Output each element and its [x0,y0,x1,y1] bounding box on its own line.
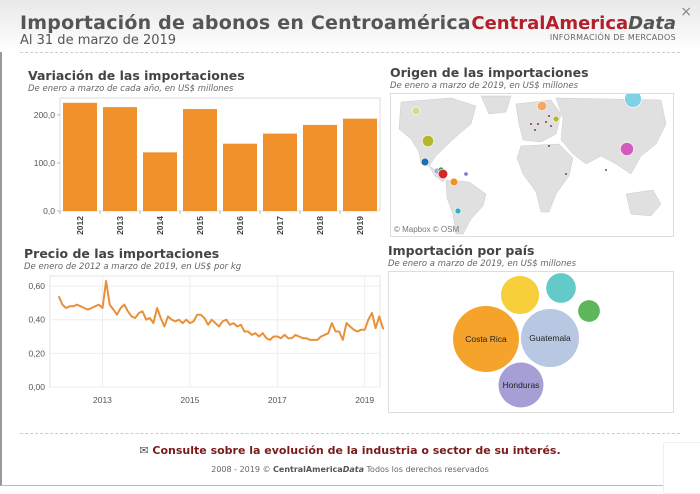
footer-divider [20,433,680,434]
bar [303,125,337,211]
map-point-small [565,173,567,175]
y-tick-label: 0,00 [28,382,45,392]
x-tick-label: 2015 [195,216,205,235]
y-tick-label: 200,0 [34,110,56,120]
x-tick-label: 2018 [315,216,325,235]
line-chart-svg: 0,00 0,20 0,40 0,60 2013 2015 2017 2019 [20,274,384,414]
x-tick-label: 2014 [155,216,165,235]
y-tick-label: 0,20 [28,348,45,358]
envelope-icon: ✉ [139,444,148,457]
brand-main: CentralAmerica [471,13,628,34]
y-tick-label: 0,40 [28,315,45,325]
map-point [464,172,468,176]
bar [343,119,377,211]
variation-title: Variación de las importaciones [28,68,245,83]
map-point [537,101,547,111]
origin-map[interactable]: © Mapbox © OSM [390,93,674,237]
bar [63,103,97,211]
price-subtitle: De enero de 2012 a marzo de 2019, en US$… [24,262,241,272]
map-point [553,116,559,122]
bubble-label: Honduras [503,380,540,390]
line-chart: 0,00 0,20 0,40 0,60 2013 2015 2017 2019 [20,274,384,414]
x-tick-label: 2013 [93,395,112,405]
map-point [438,169,448,179]
map-point [450,178,458,186]
corner-widget[interactable] [663,442,700,494]
map-point [620,142,633,155]
origin-subtitle: De enero a marzo de 2019, en US$ millone… [390,81,578,91]
copyright-suffix: Todos los derechos reservados [367,465,489,474]
map-point-small [548,145,550,147]
bubble-label: Costa Rica [465,334,507,344]
bubble [501,276,539,314]
map-point-small [605,169,607,171]
x-tick-label: 2015 [180,395,199,405]
origin-title: Origen de las importaciones [390,65,589,80]
map-point-small [550,125,552,127]
by-country-subtitle: De enero a marzo de 2019, en US$ millone… [388,259,576,269]
bar [143,152,177,211]
close-icon[interactable]: × [680,4,692,20]
x-tick-label: 2019 [355,216,365,235]
price-line [59,281,384,340]
map-point-small [537,123,539,125]
header: Importación de abonos en Centroamérica A… [0,0,700,52]
x-tick-label: 2016 [235,216,245,235]
copyright-brand-italic: Data [343,465,364,474]
variation-subtitle: De enero a marzo de cada año, en US$ mil… [28,84,233,94]
land-australia [626,190,661,216]
contact-link-text[interactable]: Consulte sobre la evolución de la indust… [152,444,560,457]
bubble [578,300,600,322]
bubble-chart: Costa Rica Guatemala Honduras [388,271,674,413]
x-tick-label: 2012 [75,216,85,235]
header-divider [20,52,680,53]
land-africa [517,144,573,212]
bar [263,134,297,211]
map-point-small [530,123,532,125]
y-tick-label: 100,0 [34,158,56,168]
bar [223,144,257,211]
origin-map-svg[interactable] [391,94,673,236]
map-point [422,135,433,146]
bar-chart: 0,0 100,0 200,0 2012 2013 2014 2015 2016 2017 201… [24,96,384,244]
brand-tagline: INFORMACIÓN DE MERCADOS [550,33,676,42]
x-tick-label: 2019 [355,395,374,405]
bubble-label: Guatemala [529,333,571,343]
x-tick-label: 2017 [275,216,285,235]
x-tick-label: 2013 [115,216,125,235]
price-title: Precio de las importaciones [24,246,219,261]
land-greenland [481,96,511,114]
page-title: Importación de abonos en Centroamérica [20,12,471,34]
by-country-title: Importación por país [388,243,534,258]
bubble-chart-svg: Costa Rica Guatemala Honduras [389,272,673,412]
bar [183,109,217,211]
contact-link[interactable]: ✉ Consulte sobre la evolución de la indu… [0,444,700,457]
map-attribution[interactable]: © Mapbox © OSM [394,225,459,234]
y-tick-label: 0,60 [28,281,45,291]
map-point [455,208,461,214]
map-point [421,158,429,166]
copyright-prefix: 2008 - 2019 © [211,465,270,474]
brand-logo[interactable]: CentralAmericaData [471,13,676,34]
bubble [546,273,576,303]
bar-chart-svg: 0,0 100,0 200,0 2012 2013 2014 2015 2016 2017 201… [24,96,384,244]
brand-italic: Data [628,13,676,34]
map-point [412,107,420,115]
copyright-brand: CentralAmerica [273,465,343,474]
y-tick-label: 0,0 [43,206,55,216]
x-tick-label: 2017 [268,395,287,405]
map-point-small [545,121,547,123]
land-asia [556,98,666,174]
page-subtitle: Al 31 de marzo de 2019 [20,33,176,48]
bar [103,107,137,211]
map-point [625,94,642,107]
map-point-small [534,129,536,131]
plot-border [50,276,380,387]
map-point-small [548,115,550,117]
copyright: 2008 - 2019 © CentralAmericaData Todos l… [0,465,700,474]
land-north-america [399,98,476,166]
